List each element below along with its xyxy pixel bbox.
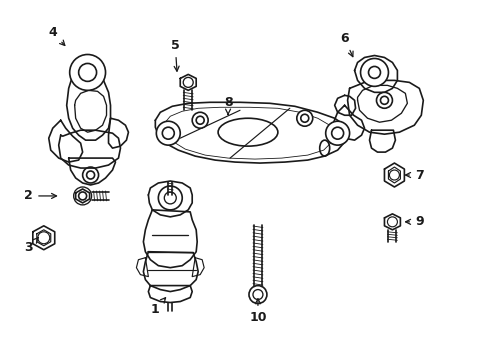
- Circle shape: [360, 58, 387, 86]
- Text: 5: 5: [170, 39, 179, 71]
- Text: 4: 4: [48, 26, 65, 45]
- Text: 8: 8: [224, 96, 232, 114]
- Circle shape: [325, 121, 349, 145]
- Circle shape: [192, 112, 208, 128]
- Circle shape: [156, 121, 180, 145]
- Text: 7: 7: [405, 168, 423, 181]
- Text: 10: 10: [249, 299, 266, 324]
- Text: 1: 1: [151, 298, 165, 316]
- Circle shape: [376, 92, 392, 108]
- Text: 3: 3: [24, 238, 38, 254]
- Circle shape: [296, 110, 312, 126]
- Text: 6: 6: [340, 32, 352, 57]
- Circle shape: [248, 285, 266, 303]
- Circle shape: [69, 54, 105, 90]
- Text: 2: 2: [24, 189, 57, 202]
- Text: 9: 9: [405, 215, 423, 228]
